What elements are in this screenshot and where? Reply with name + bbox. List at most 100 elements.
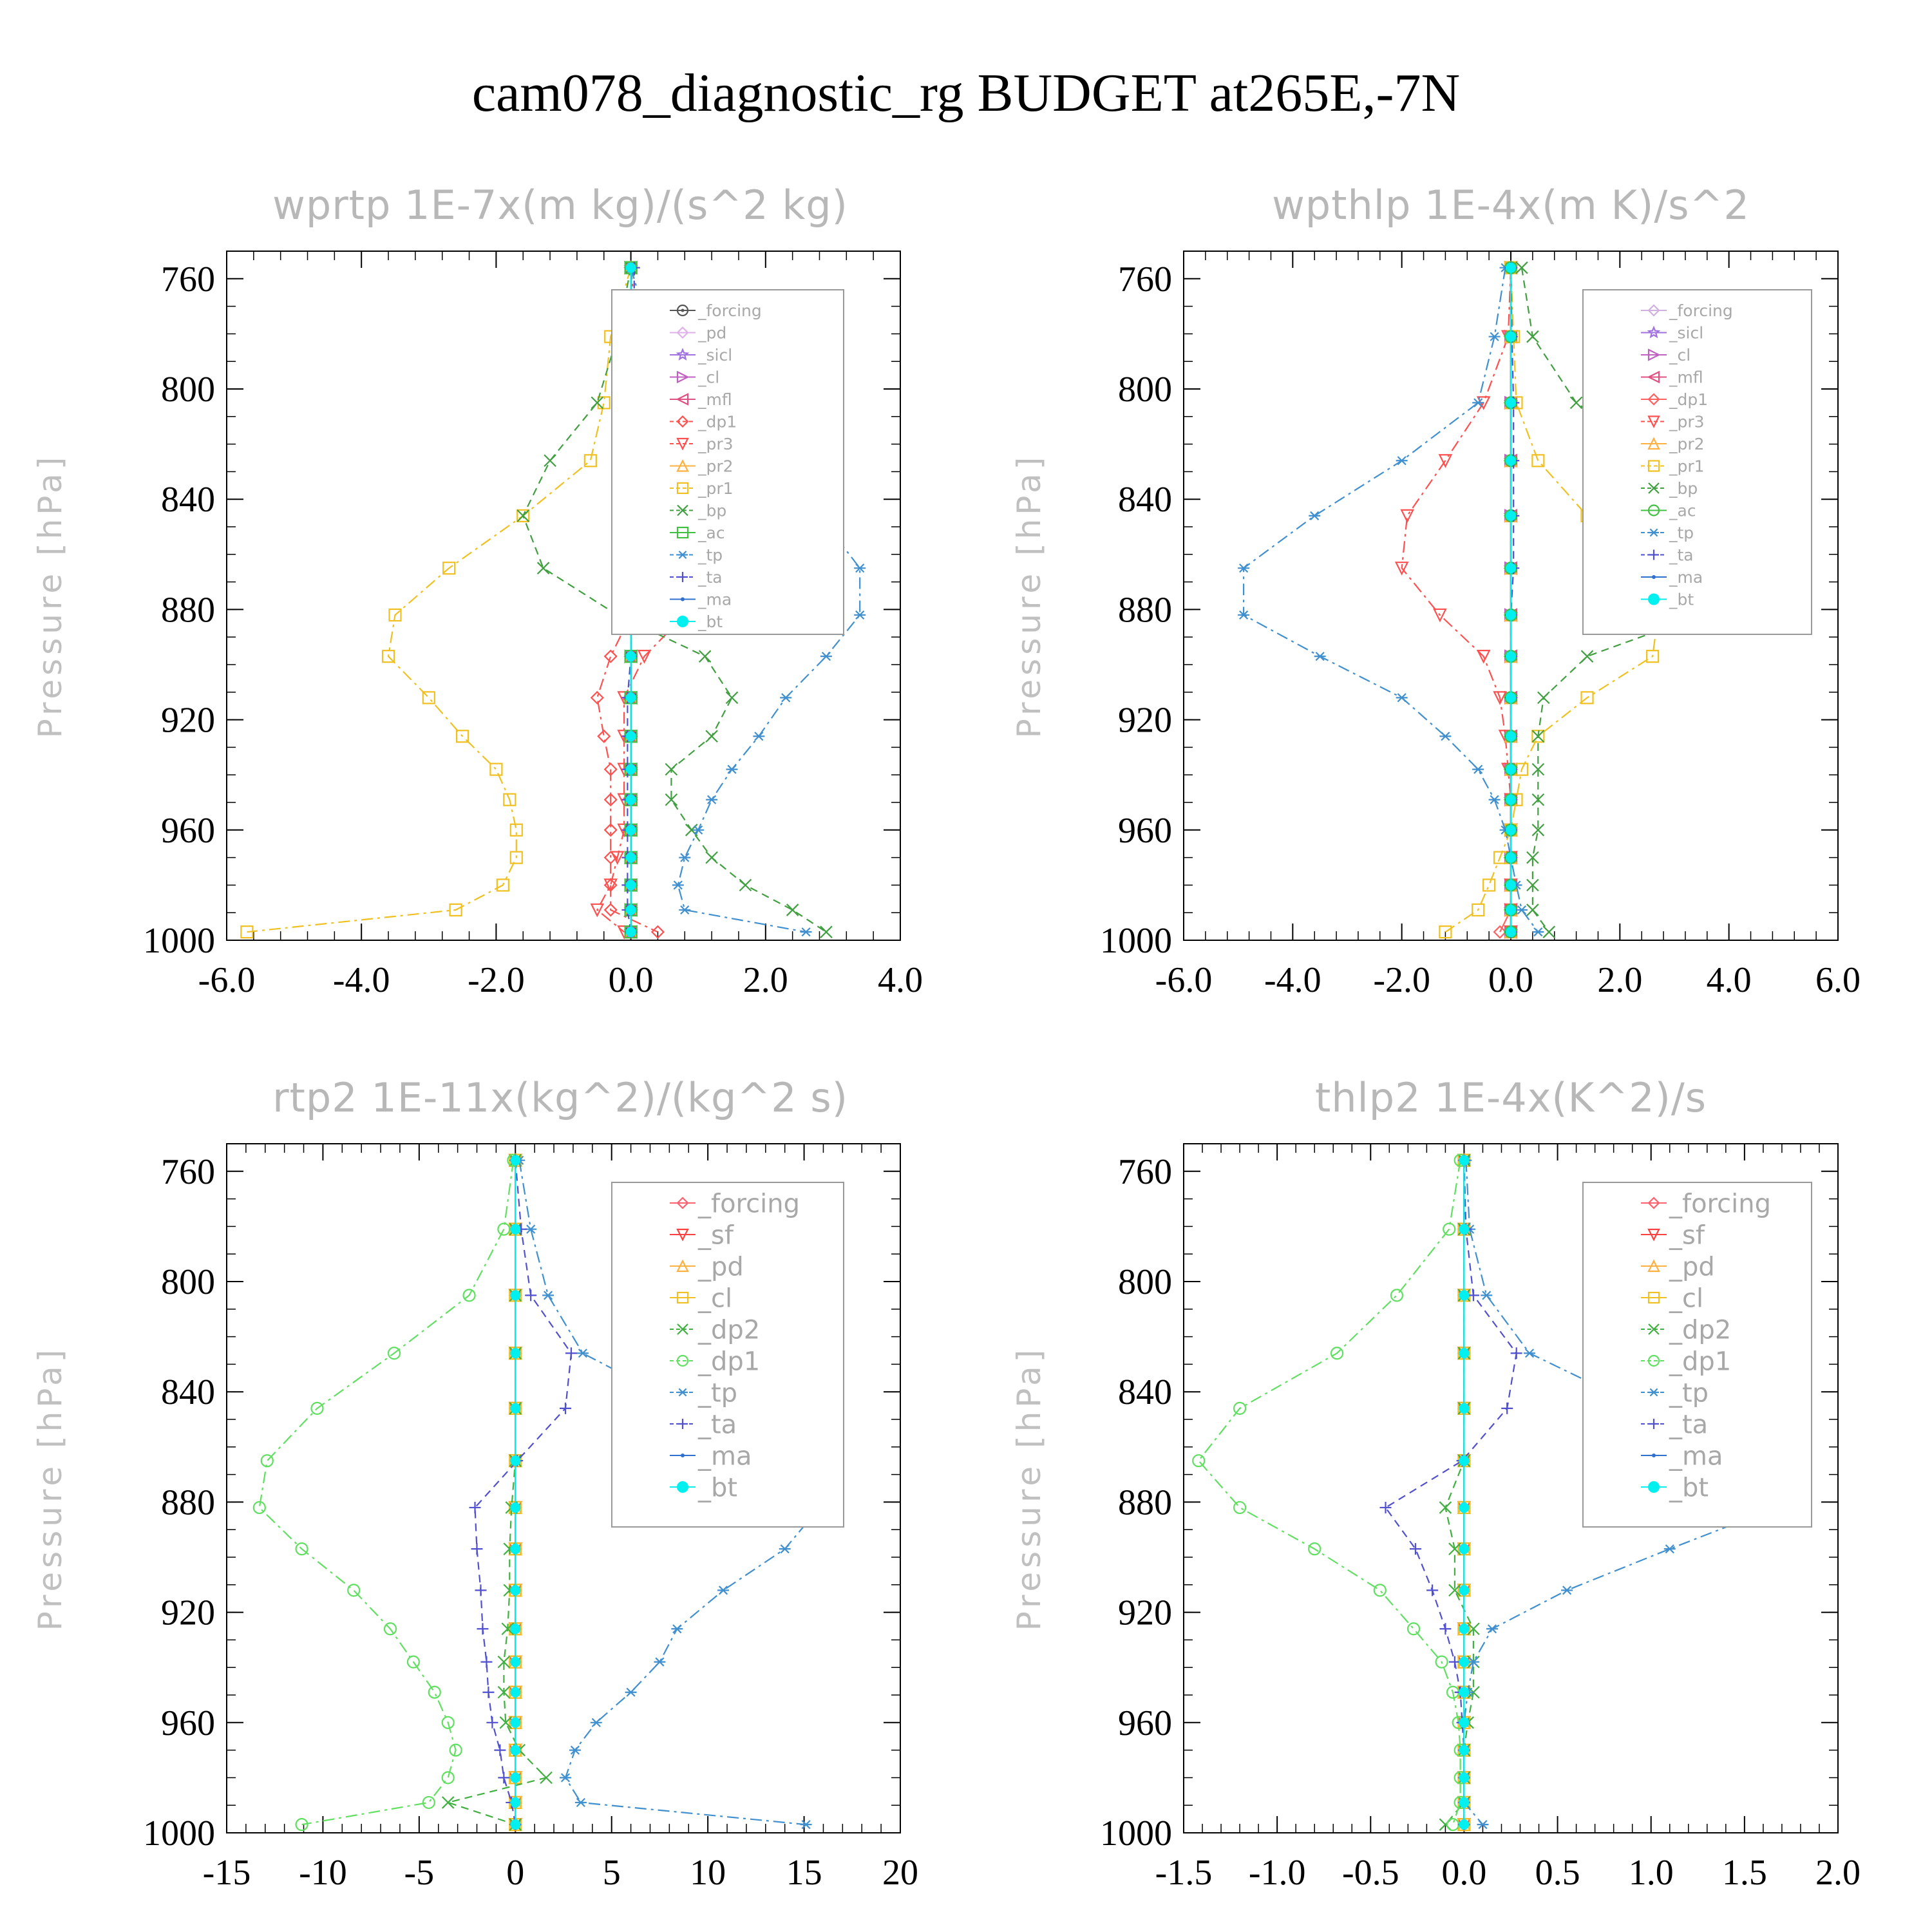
legend-marker <box>1647 304 1660 317</box>
data-point <box>501 1622 515 1636</box>
data-point <box>854 564 866 573</box>
legend-item: _dp1 <box>670 413 737 431</box>
legend-marker <box>1647 1354 1660 1367</box>
series-bt <box>1459 1155 1470 1830</box>
legend-marker <box>1649 528 1659 537</box>
legend-item: _mfl <box>1641 368 1703 387</box>
legend-marker <box>677 551 688 559</box>
data-point <box>388 608 402 622</box>
legend-label: _bt <box>1669 1473 1709 1502</box>
data-point <box>625 852 636 863</box>
data-point <box>1467 1289 1479 1302</box>
legend-box <box>611 1182 844 1528</box>
legend-marker <box>1649 549 1659 560</box>
data-point <box>497 1685 511 1699</box>
legend-label: _ta <box>697 1410 737 1439</box>
panel-title: wprtp 1E-7x(m kg)/(s^2 kg) <box>272 182 848 229</box>
data-point <box>1394 562 1409 576</box>
y-tick-label: 840 <box>1118 480 1172 520</box>
legend-item: _pd <box>670 324 726 343</box>
data-point <box>510 1585 521 1596</box>
data-point <box>510 1745 521 1756</box>
data-point <box>1459 1455 1470 1466</box>
legend-label: _dp1 <box>1669 1347 1731 1376</box>
data-point <box>559 1402 571 1414</box>
legend-item: _bt <box>670 612 723 631</box>
legend-label: _dp1 <box>1669 390 1708 409</box>
legend-item: _bp <box>1641 479 1698 498</box>
data-point <box>486 1716 498 1728</box>
x-tick-label: 20 <box>882 1853 918 1893</box>
series-line <box>474 1160 573 1825</box>
data-point <box>1515 905 1528 914</box>
legend-item: _sicl <box>670 346 732 365</box>
x-tick-label: 1.0 <box>1629 1853 1674 1893</box>
series-line <box>445 1160 548 1826</box>
data-point <box>1472 764 1484 774</box>
data-point <box>739 878 752 892</box>
plot-frame <box>1183 1143 1839 1833</box>
data-point <box>510 1502 521 1513</box>
series-group <box>1238 260 1768 940</box>
series-ta <box>469 1154 577 1831</box>
legend-item: _ac <box>670 524 725 542</box>
legend-item: _tp <box>1641 524 1694 542</box>
data-point <box>469 1501 481 1513</box>
data-point <box>510 1797 521 1808</box>
data-point <box>406 1655 420 1669</box>
data-point <box>510 1224 521 1235</box>
legend-label: _sicl <box>697 346 732 365</box>
legend-label: _bt <box>697 612 723 631</box>
chart-panels: wprtp 1E-7x(m kg)/(s^2 kg) Pressure [hPa]… <box>32 182 1861 1893</box>
x-tick-label: 10 <box>690 1853 726 1893</box>
data-point <box>1531 730 1545 743</box>
series-line <box>247 267 632 933</box>
data-point <box>625 692 636 703</box>
y-tick-label: 920 <box>161 1593 215 1633</box>
data-point <box>462 1289 476 1302</box>
x-tick-label: -1.5 <box>1155 1853 1213 1893</box>
data-point <box>672 880 684 890</box>
series-group <box>252 1153 826 1832</box>
legend-item: _pd <box>670 1252 744 1282</box>
legend-marker <box>676 526 689 539</box>
series-dp1 <box>1192 1153 1467 1832</box>
data-point <box>637 650 652 664</box>
data-point <box>625 927 636 938</box>
x-tick-label: 4.0 <box>1707 960 1752 1000</box>
y-tick-label: 840 <box>1118 1372 1172 1412</box>
data-point <box>1506 563 1516 574</box>
series-ta <box>1379 1154 1522 1831</box>
legend-label: _ac <box>1669 502 1696 520</box>
x-tick-label: 0 <box>506 1853 524 1893</box>
y-tick-label: 1000 <box>143 921 215 961</box>
x-tick-label: -6.0 <box>198 960 256 1000</box>
data-point <box>665 762 678 776</box>
data-point <box>603 762 618 777</box>
data-point <box>705 851 718 864</box>
legend-marker <box>1647 1197 1660 1209</box>
legend-label: _ma <box>1669 568 1703 587</box>
data-point <box>705 730 718 743</box>
data-point <box>603 793 618 807</box>
y-tick-label: 840 <box>161 1372 215 1412</box>
data-point <box>779 1544 791 1554</box>
legend-item: _bt <box>1641 591 1694 609</box>
legend-label: _cl <box>1669 346 1690 365</box>
legend-item: _bt <box>670 1473 737 1502</box>
y-axis-label: Pressure [hPa] <box>1010 1346 1048 1631</box>
data-point <box>480 1656 493 1668</box>
legend-label: _forcing <box>1669 301 1733 320</box>
data-point <box>1481 1291 1493 1300</box>
legend-item: _dp2 <box>1641 1315 1731 1345</box>
data-point <box>540 1771 553 1785</box>
legend-item: _ma <box>1641 568 1703 587</box>
data-point <box>574 1797 587 1807</box>
legend-box <box>1582 289 1812 635</box>
legend-label: _sicl <box>1669 324 1703 343</box>
data-point <box>441 1796 455 1809</box>
chart-panel-2: wpthlp 1E-4x(m K)/s^2 Pressure [hPa] 760 80… <box>1010 182 1861 1000</box>
legend-item: _pr2 <box>1641 435 1705 453</box>
legend-label: _sf <box>1669 1220 1705 1250</box>
series-bt <box>1506 262 1516 938</box>
